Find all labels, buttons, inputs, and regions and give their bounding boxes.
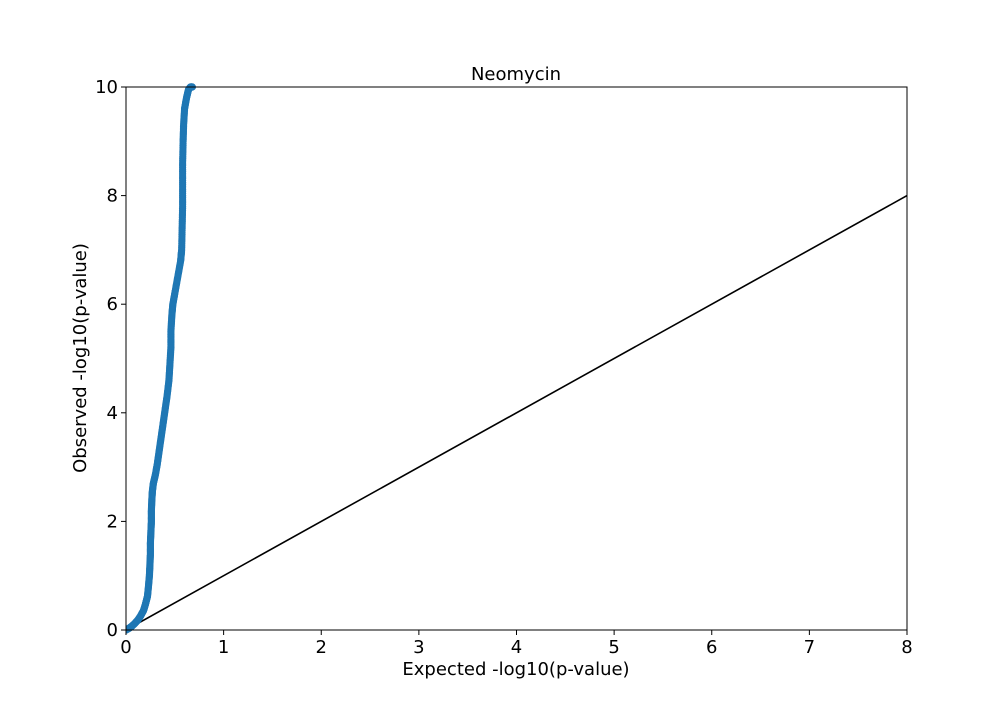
expected-diagonal-line: [126, 194, 907, 631]
x-axis-label: Expected -log10(p-value): [402, 659, 629, 680]
y-axis-label: Observed -log10(p-value): [70, 243, 91, 473]
plot-frame: [125, 86, 908, 631]
x-tick-label: 6: [706, 637, 717, 658]
x-tick-label: 2: [316, 637, 327, 658]
y-tick-label: 8: [107, 186, 118, 207]
y-tick-label: 6: [107, 294, 118, 315]
x-tick-label: 7: [804, 637, 815, 658]
x-tick-label: 3: [413, 637, 424, 658]
x-tick-label: 0: [120, 637, 131, 658]
plot-area: [126, 83, 907, 634]
x-tick-label: 1: [218, 637, 229, 658]
y-axis: 0 2 4 6 8 10: [95, 77, 126, 641]
y-tick-label: 10: [95, 77, 118, 98]
y-tick-label: 0: [107, 620, 118, 641]
y-tick-label: 4: [107, 403, 118, 424]
chart-title: Neomycin: [471, 64, 561, 85]
y-tick-label: 2: [107, 511, 118, 532]
x-tick-label: 5: [608, 637, 619, 658]
x-tick-label: 8: [901, 637, 912, 658]
x-tick-label: 4: [511, 637, 522, 658]
x-axis: 0 1 2 3 4 5 6 7 8: [120, 630, 913, 658]
